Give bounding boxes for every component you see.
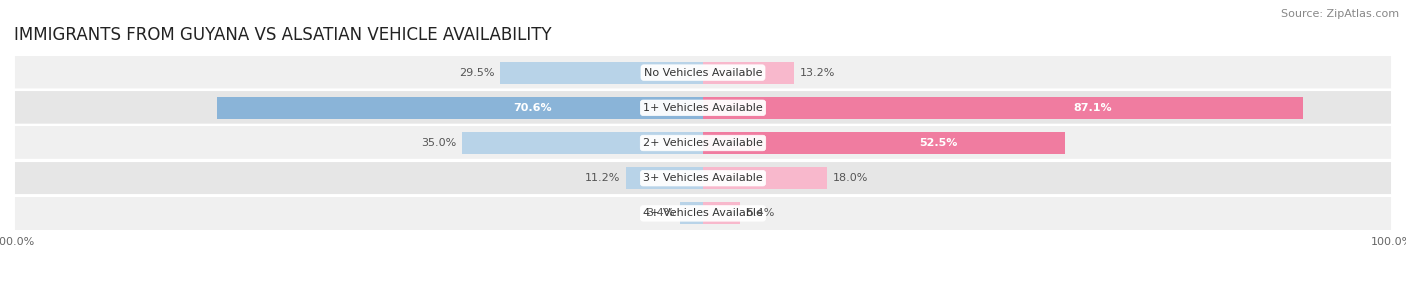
Text: 52.5%: 52.5% — [920, 138, 957, 148]
Text: 3.4%: 3.4% — [645, 208, 673, 219]
Bar — [703, 202, 740, 224]
Text: IMMIGRANTS FROM GUYANA VS ALSATIAN VEHICLE AVAILABILITY: IMMIGRANTS FROM GUYANA VS ALSATIAN VEHIC… — [14, 26, 551, 44]
Text: 35.0%: 35.0% — [422, 138, 457, 148]
Text: 29.5%: 29.5% — [458, 67, 495, 78]
Text: No Vehicles Available: No Vehicles Available — [644, 67, 762, 78]
Bar — [703, 167, 827, 189]
Bar — [499, 62, 703, 84]
FancyBboxPatch shape — [14, 160, 1392, 196]
Legend: Immigrants from Guyana, Alsatian: Immigrants from Guyana, Alsatian — [569, 282, 837, 286]
Text: 18.0%: 18.0% — [832, 173, 868, 183]
Bar — [703, 97, 1303, 119]
FancyBboxPatch shape — [14, 125, 1392, 161]
Text: 70.6%: 70.6% — [513, 103, 553, 113]
Bar — [703, 62, 794, 84]
Bar — [461, 132, 703, 154]
Bar — [703, 132, 1064, 154]
Bar — [679, 202, 703, 224]
Text: 13.2%: 13.2% — [800, 67, 835, 78]
Text: 3+ Vehicles Available: 3+ Vehicles Available — [643, 173, 763, 183]
FancyBboxPatch shape — [14, 195, 1392, 232]
FancyBboxPatch shape — [14, 90, 1392, 126]
Bar — [626, 167, 703, 189]
Text: 2+ Vehicles Available: 2+ Vehicles Available — [643, 138, 763, 148]
FancyBboxPatch shape — [14, 54, 1392, 91]
Text: Source: ZipAtlas.com: Source: ZipAtlas.com — [1281, 9, 1399, 19]
Text: 11.2%: 11.2% — [585, 173, 620, 183]
Text: 4+ Vehicles Available: 4+ Vehicles Available — [643, 208, 763, 219]
Text: 5.4%: 5.4% — [745, 208, 775, 219]
Text: 1+ Vehicles Available: 1+ Vehicles Available — [643, 103, 763, 113]
Bar — [217, 97, 703, 119]
Text: 87.1%: 87.1% — [1074, 103, 1112, 113]
